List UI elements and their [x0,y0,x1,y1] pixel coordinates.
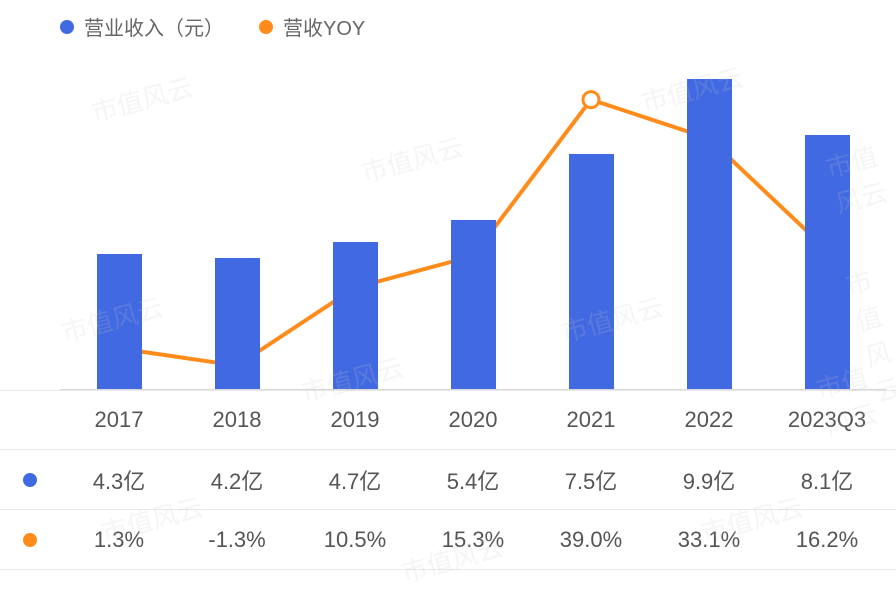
revenue-cell: 4.3亿 [60,464,178,496]
revenue-cell: 7.5亿 [532,464,650,496]
revenue-cell: 4.7亿 [296,464,414,496]
yoy-cell: 15.3% [414,527,532,553]
bar[interactable] [333,242,378,389]
legend-item-bar[interactable]: 营业收入（元） [60,12,224,41]
yoy-cell: 16.2% [768,527,886,553]
legend-line-label: 营收YOY [283,12,365,41]
legend-item-line[interactable]: 营收YOY [259,12,365,41]
revenue-cell: 9.9亿 [650,464,768,496]
circle-icon [259,20,273,34]
bar[interactable] [805,135,850,389]
yoy-cell: 1.3% [60,527,178,553]
bar[interactable] [97,254,142,389]
year-cell: 2022 [650,407,768,433]
row-header-empty [0,391,60,449]
year-cell: 2020 [414,407,532,433]
table-row-years: 2017 2018 2019 2020 2021 2022 2023Q3 [0,390,896,450]
plot-area [60,60,886,390]
circle-icon [23,533,37,547]
row-header-bar [0,450,60,509]
row-header-line [0,510,60,569]
bar[interactable] [451,220,496,389]
table-row-yoy: 1.3% -1.3% 10.5% 15.3% 39.0% 33.1% 16.2% [0,510,896,570]
line-marker[interactable] [583,92,599,108]
bar[interactable] [569,154,614,389]
year-cell: 2018 [178,407,296,433]
data-table: 2017 2018 2019 2020 2021 2022 2023Q3 4.3… [0,390,896,570]
bar[interactable] [215,258,260,390]
revenue-cell: 8.1亿 [768,464,886,496]
yoy-cell: 39.0% [532,527,650,553]
legend-bar-label: 营业收入（元） [84,12,224,41]
circle-icon [60,20,74,34]
legend: 营业收入（元） 营收YOY [60,12,365,41]
year-cell: 2019 [296,407,414,433]
yoy-cell: 33.1% [650,527,768,553]
chart-container: 营业收入（元） 营收YOY 2017 2018 2019 2020 2021 2… [0,0,896,580]
year-cell: 2017 [60,407,178,433]
yoy-cell: 10.5% [296,527,414,553]
table-row-revenue: 4.3亿 4.2亿 4.7亿 5.4亿 7.5亿 9.9亿 8.1亿 [0,450,896,510]
bar[interactable] [687,79,732,389]
year-cell: 2023Q3 [768,407,886,433]
revenue-cell: 5.4亿 [414,464,532,496]
revenue-cell: 4.2亿 [178,464,296,496]
circle-icon [23,473,37,487]
year-cell: 2021 [532,407,650,433]
yoy-cell: -1.3% [178,527,296,553]
